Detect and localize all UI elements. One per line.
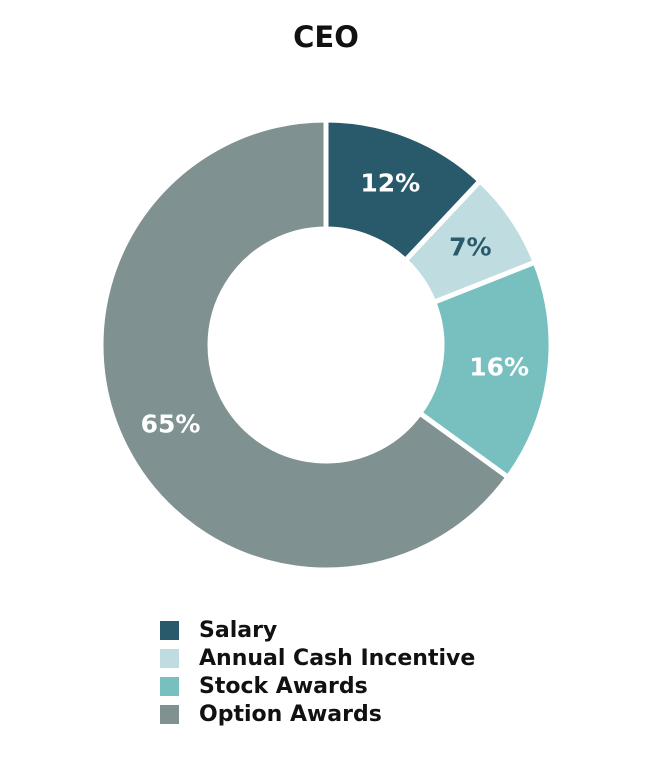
legend-swatch	[160, 676, 179, 696]
legend-swatch	[160, 704, 179, 724]
data-label-annual-cash-incentive: 7%	[449, 232, 491, 261]
data-label-option-awards: 65%	[141, 410, 201, 439]
legend-label: Salary	[199, 617, 278, 643]
slice-stock-awards	[416, 258, 554, 481]
legend-label: Option Awards	[199, 701, 382, 727]
data-label-salary: 12%	[360, 168, 420, 197]
donut-chart: 12% 7% 16% 65%	[98, 117, 554, 573]
legend-item-stock-awards: Stock Awards	[160, 672, 475, 700]
data-label-stock-awards: 16%	[469, 352, 529, 381]
legend-swatch	[160, 620, 179, 640]
legend-item-salary: Salary	[160, 616, 475, 644]
chart-title: CEO	[293, 20, 359, 54]
legend-label: Annual Cash Incentive	[199, 645, 476, 671]
legend: Salary Annual Cash Incentive Stock Awards O…	[160, 616, 475, 728]
legend-item-option-awards: Option Awards	[160, 700, 475, 728]
legend-label: Stock Awards	[199, 673, 368, 699]
slice-option-awards	[98, 117, 512, 573]
legend-swatch	[160, 648, 179, 668]
legend-item-annual-cash-incentive: Annual Cash Incentive	[160, 644, 475, 672]
